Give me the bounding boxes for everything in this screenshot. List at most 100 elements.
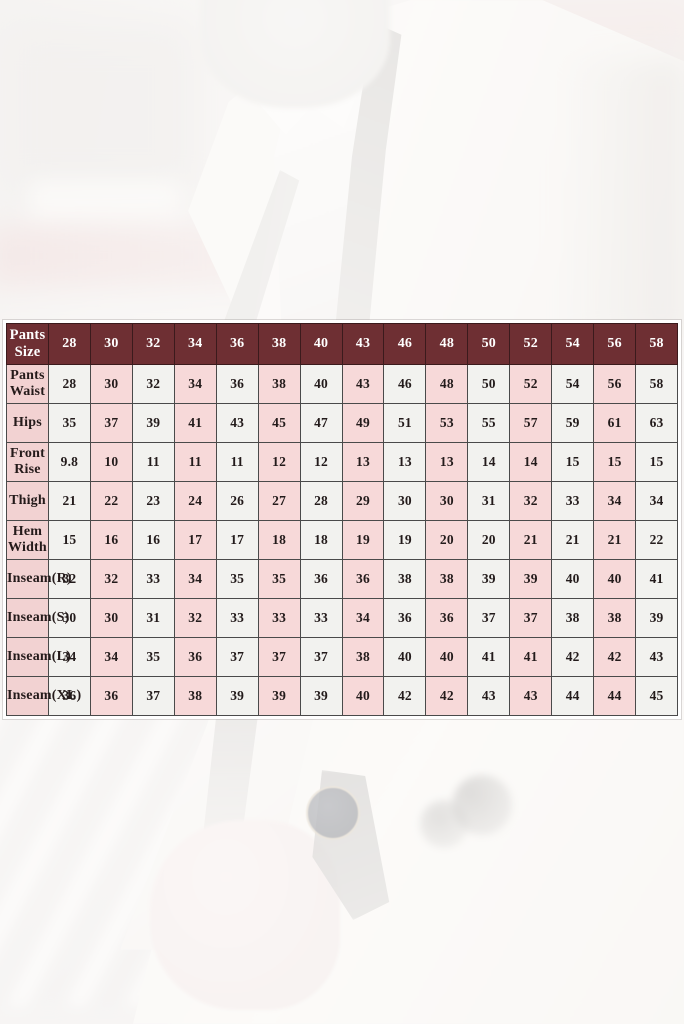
cell-front-rise-58: 15: [635, 442, 678, 482]
cell-inseam-s-54: 38: [551, 598, 595, 638]
cell-hem-width-46: 19: [383, 520, 427, 560]
cell-pants-waist-54: 54: [551, 364, 595, 404]
cell-hem-width-32: 16: [131, 520, 175, 560]
cell-thigh-54: 33: [551, 481, 595, 521]
cell-inseam-l-34: 36: [173, 637, 217, 677]
cell-front-rise-28: 9.8: [47, 442, 91, 482]
cell-inseam-l-30: 34: [89, 637, 133, 677]
cell-thigh-36: 26: [215, 481, 259, 521]
header-row: Pants Size 28 30 32 34 36 38 40 43 46 48 50 52 54 56 5…: [6, 323, 678, 365]
cell-hem-width-52: 21: [509, 520, 553, 560]
header-cell-size-58: 58: [635, 323, 678, 365]
cell-inseam-r-52: 39: [509, 559, 553, 599]
row-label-hem-width: Hem Width: [6, 520, 49, 560]
table-row: Inseam(L) 34 34 35 36 37 37 37 38 40 40 41 41 42 42 43: [6, 637, 678, 677]
cell-inseam-s-43: 34: [341, 598, 385, 638]
header-cell-size-30: 30: [89, 323, 133, 365]
cell-front-rise-48: 13: [425, 442, 469, 482]
cell-inseam-l-52: 41: [509, 637, 553, 677]
cell-inseam-s-46: 36: [383, 598, 427, 638]
cell-pants-waist-36: 36: [215, 364, 259, 404]
cell-inseam-l-38: 37: [257, 637, 301, 677]
cell-inseam-s-38: 33: [257, 598, 301, 638]
cell-inseam-l-32: 35: [131, 637, 175, 677]
cell-inseam-xl-46: 42: [383, 676, 427, 716]
cell-pants-waist-28: 28: [47, 364, 91, 404]
cell-hem-width-36: 17: [215, 520, 259, 560]
cell-hem-width-34: 17: [173, 520, 217, 560]
cell-thigh-48: 30: [425, 481, 469, 521]
cell-thigh-28: 21: [47, 481, 91, 521]
cell-hem-width-38: 18: [257, 520, 301, 560]
cell-hem-width-50: 20: [467, 520, 511, 560]
cell-thigh-58: 34: [635, 481, 678, 521]
cell-hem-width-58: 22: [635, 520, 678, 560]
cell-inseam-r-32: 33: [131, 559, 175, 599]
cell-front-rise-50: 14: [467, 442, 511, 482]
cell-inseam-xl-32: 37: [131, 676, 175, 716]
cell-pants-waist-32: 32: [131, 364, 175, 404]
cell-hips-56: 61: [593, 403, 637, 443]
size-chart-container: Pants Size 28 30 32 34 36 38 40 43 46 48 50 52 54 56 5…: [3, 320, 681, 719]
cell-inseam-r-38: 35: [257, 559, 301, 599]
cell-thigh-38: 27: [257, 481, 301, 521]
cell-thigh-32: 23: [131, 481, 175, 521]
cell-front-rise-46: 13: [383, 442, 427, 482]
row-label-inseam-r: Inseam(R): [6, 559, 72, 599]
row-label-front-rise: Front Rise: [6, 442, 49, 482]
header-cell-size-43: 43: [341, 323, 385, 365]
size-chart-header: Pants Size 28 30 32 34 36 38 40 43 46 48 50 52 54 56 5…: [6, 323, 678, 365]
header-cell-size-38: 38: [257, 323, 301, 365]
cell-hem-width-28: 15: [47, 520, 91, 560]
cell-inseam-r-40: 36: [299, 559, 343, 599]
cell-inseam-s-50: 37: [467, 598, 511, 638]
cell-hem-width-54: 21: [551, 520, 595, 560]
cell-inseam-xl-58: 45: [635, 676, 678, 716]
cell-inseam-xl-50: 43: [467, 676, 511, 716]
row-label-inseam-s: Inseam(S): [6, 598, 69, 638]
cell-pants-waist-56: 56: [593, 364, 637, 404]
header-cell-size-40: 40: [299, 323, 343, 365]
cell-inseam-r-48: 38: [425, 559, 469, 599]
row-label-thigh: Thigh: [6, 481, 49, 521]
cell-inseam-xl-30: 36: [89, 676, 133, 716]
cell-inseam-r-28: 32: [47, 559, 91, 599]
cell-hips-50: 55: [467, 403, 511, 443]
cell-front-rise-34: 11: [173, 442, 217, 482]
cell-hips-30: 37: [89, 403, 133, 443]
cell-front-rise-43: 13: [341, 442, 385, 482]
cell-inseam-s-52: 37: [509, 598, 553, 638]
cell-hem-width-48: 20: [425, 520, 469, 560]
cell-inseam-l-46: 40: [383, 637, 427, 677]
cell-hips-54: 59: [551, 403, 595, 443]
table-row: Thigh 21 22 23 24 26 27 28 29 30 30 31 32 33 34 34: [6, 481, 678, 521]
cell-pants-waist-48: 48: [425, 364, 469, 404]
cell-inseam-xl-34: 38: [173, 676, 217, 716]
cell-front-rise-54: 15: [551, 442, 595, 482]
row-label-inseam-xl: Inseam(XL): [6, 676, 81, 716]
cell-pants-waist-40: 40: [299, 364, 343, 404]
header-cell-size-50: 50: [467, 323, 511, 365]
cell-hips-32: 39: [131, 403, 175, 443]
photo-blur-panel: [0, 20, 200, 200]
cell-hips-43: 49: [341, 403, 385, 443]
header-cell-size-54: 54: [551, 323, 595, 365]
cell-hem-width-30: 16: [89, 520, 133, 560]
cell-hips-52: 57: [509, 403, 553, 443]
cell-front-rise-40: 12: [299, 442, 343, 482]
photo-jacket-button-2: [420, 800, 468, 848]
table-row: Hem Width 15 16 16 17 17 18 18 19 19 20 20 21 21 21 22: [6, 520, 678, 560]
cell-hips-36: 43: [215, 403, 259, 443]
cell-thigh-52: 32: [509, 481, 553, 521]
photo-watch-face: [306, 786, 360, 840]
cell-inseam-s-56: 38: [593, 598, 637, 638]
cell-pants-waist-50: 50: [467, 364, 511, 404]
header-cell-size-52: 52: [509, 323, 553, 365]
cell-pants-waist-43: 43: [341, 364, 385, 404]
cell-thigh-50: 31: [467, 481, 511, 521]
header-cell-size-48: 48: [425, 323, 469, 365]
row-label-pants-waist: Pants Waist: [6, 364, 49, 404]
cell-front-rise-56: 15: [593, 442, 637, 482]
cell-inseam-xl-54: 44: [551, 676, 595, 716]
cell-front-rise-36: 11: [215, 442, 259, 482]
